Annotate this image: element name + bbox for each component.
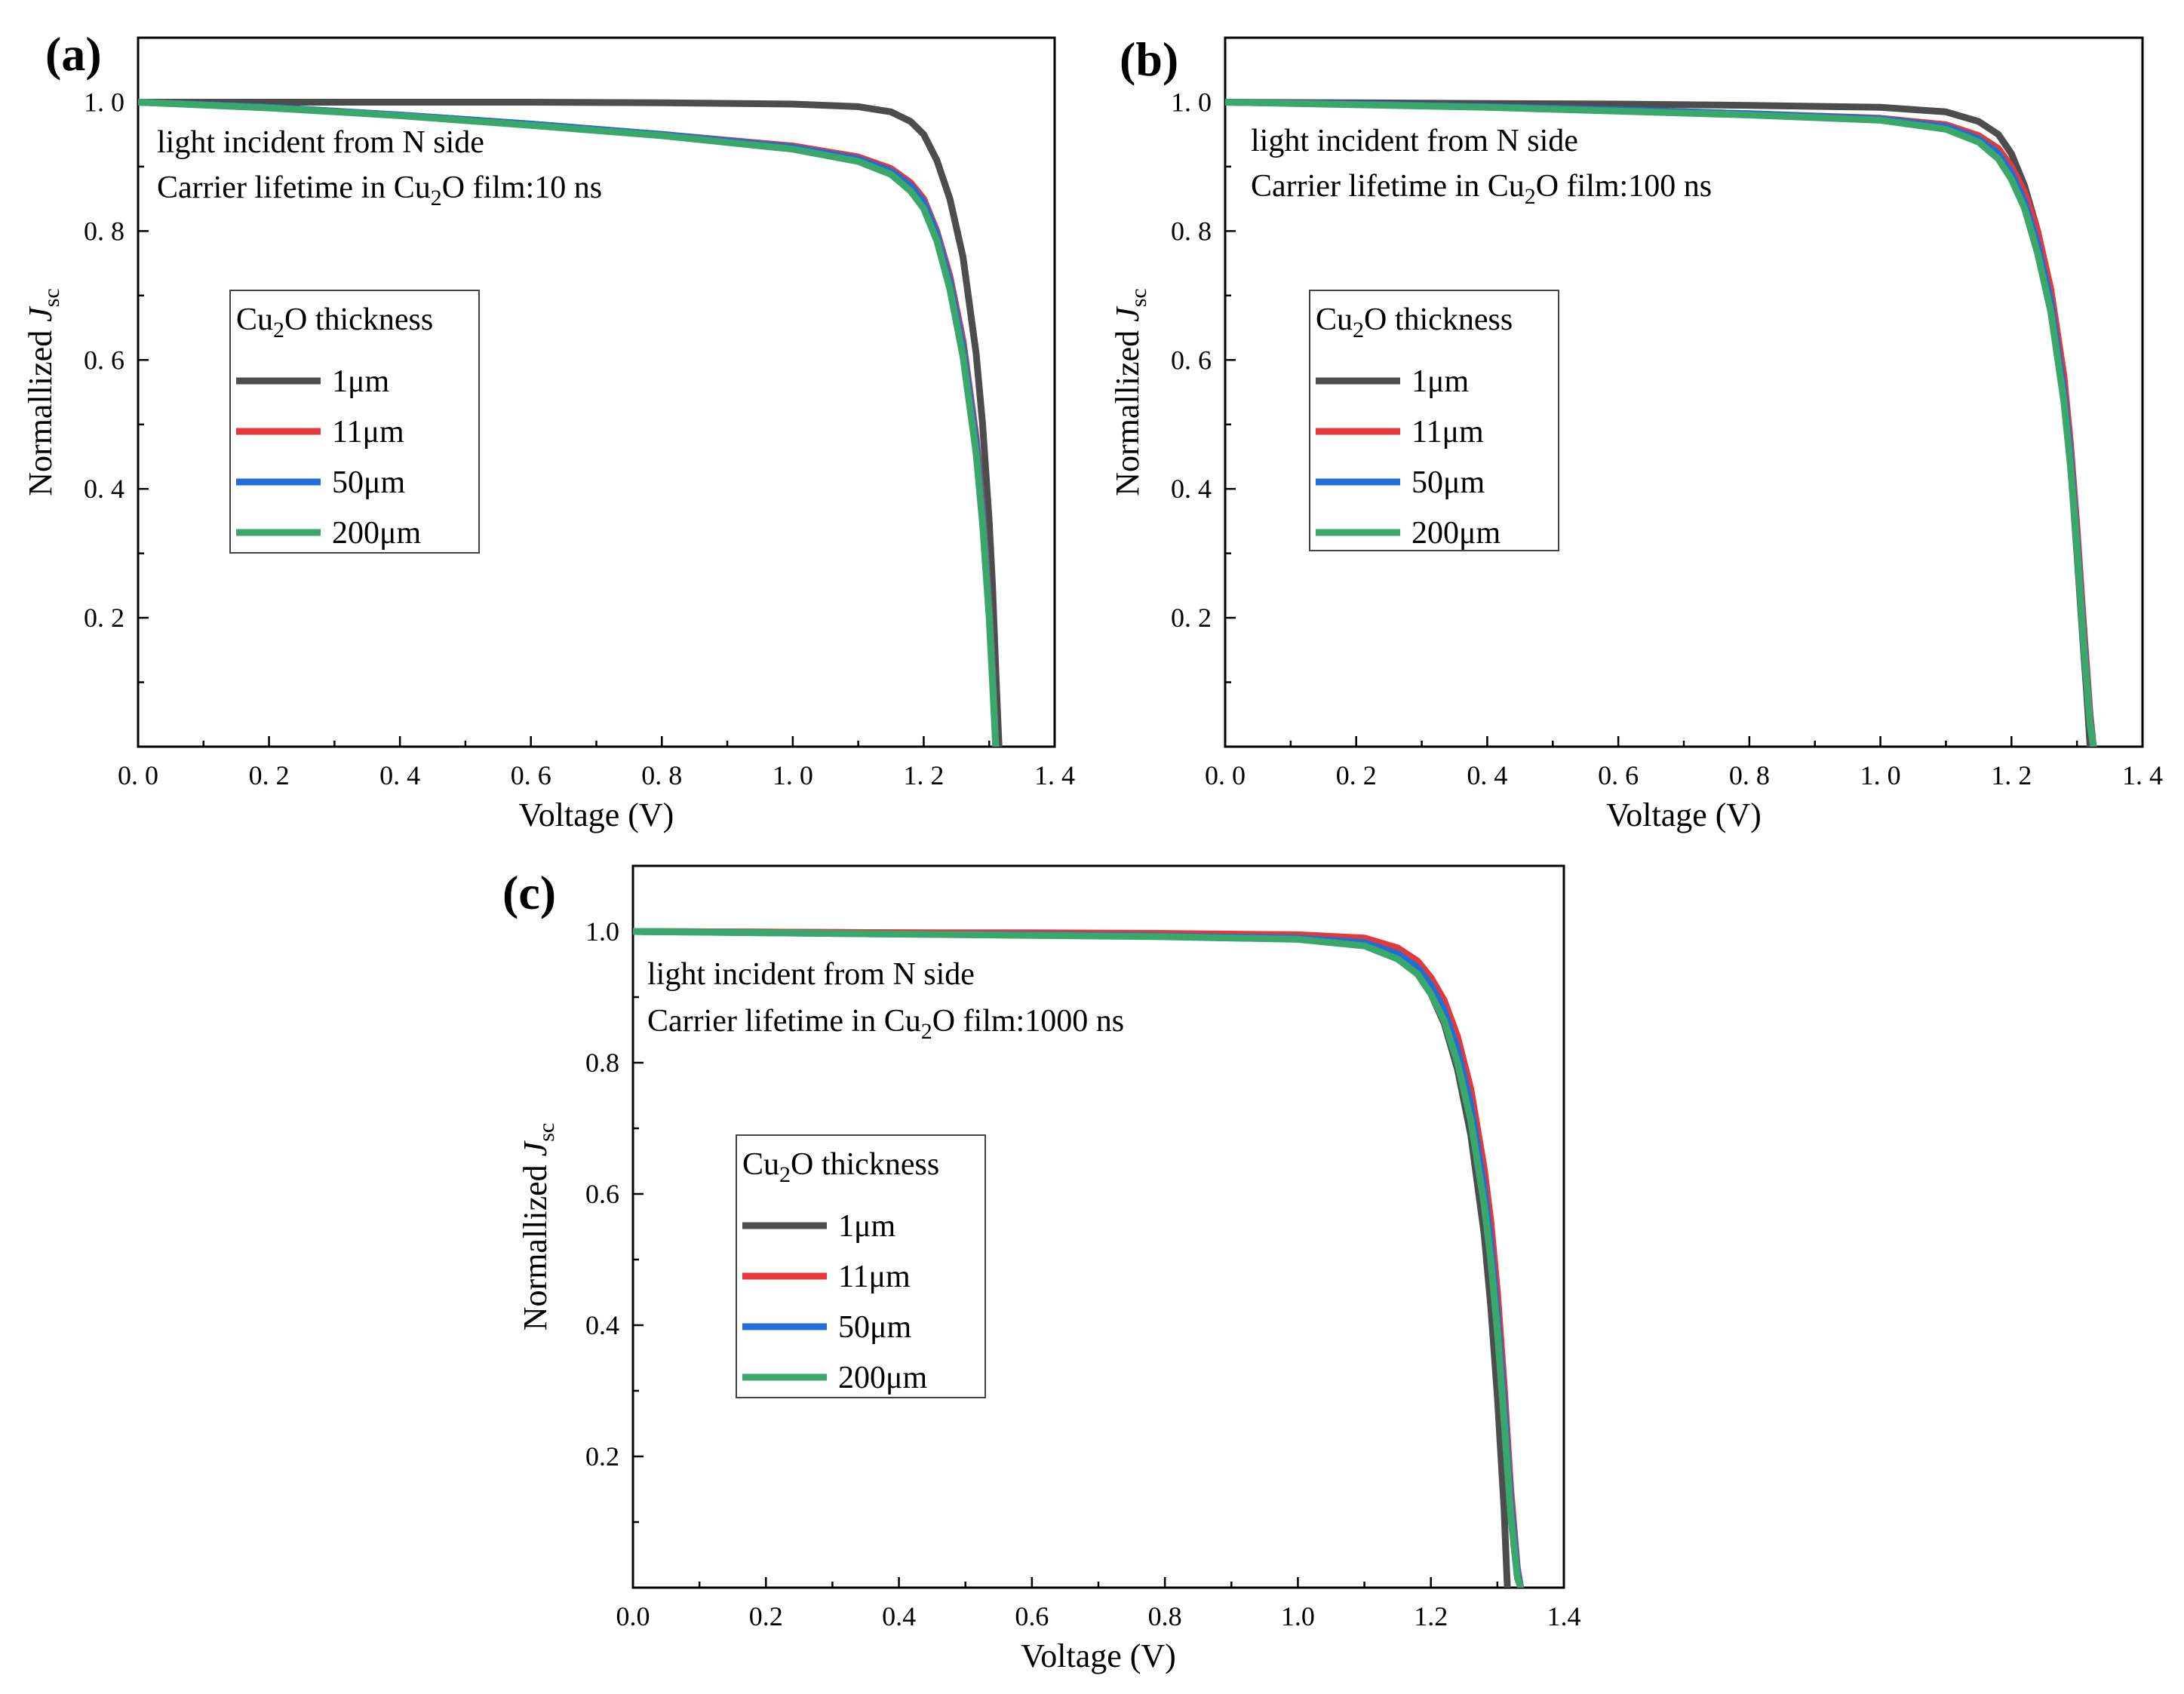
panel-letter: (b) — [1120, 32, 1178, 86]
series-line-200um — [1225, 99, 2097, 747]
x-tick-label: 0.0 — [616, 1601, 650, 1631]
legend-label: 1μm — [332, 364, 390, 399]
y-tick-label: 0.8 — [585, 1048, 619, 1078]
legend-label: 200μm — [1411, 516, 1501, 551]
legend: Cu2O thickness 1μm 11μm 50μm 200μm — [1309, 290, 1559, 551]
y-tick-label: 0.6 — [585, 1179, 619, 1209]
legend-title: Cu2O thickness — [236, 302, 433, 342]
y-axis-label: Normallized Jsc — [22, 288, 64, 496]
y-tick-label: 0. 4 — [1171, 474, 1212, 504]
y-axis-label: Normallized Jsc — [517, 1123, 559, 1330]
x-tick-label: 0.8 — [1148, 1601, 1182, 1631]
x-tick-label: 1. 4 — [2122, 760, 2163, 790]
x-tick-label: 0. 0 — [118, 760, 158, 790]
y-tick-label: 0. 4 — [84, 474, 124, 504]
x-tick-label: 0.2 — [749, 1601, 783, 1631]
annotation-lifetime: Carrier lifetime in Cu2O film:1000 ns — [647, 1004, 1124, 1044]
legend: Cu2O thickness 1μm 11μm 50μm 200μm — [229, 290, 480, 554]
x-tick-label: 1. 4 — [1034, 760, 1075, 790]
x-tick-label: 1. 2 — [903, 760, 944, 790]
x-tick-label: 0. 2 — [249, 760, 290, 790]
x-tick-label: 1. 0 — [1860, 760, 1901, 790]
y-axis-label: Normallized Jsc — [1109, 288, 1151, 496]
y-tick-label: 0.2 — [585, 1441, 619, 1472]
series-line-200um — [138, 99, 1000, 747]
legend-label: 11μm — [1411, 415, 1484, 450]
y-tick-label: 0. 2 — [84, 603, 124, 633]
x-tick-label: 0.6 — [1015, 1601, 1049, 1631]
legend-box — [736, 1134, 986, 1398]
legend-label: 1μm — [838, 1209, 896, 1244]
series-line-1um — [138, 99, 1003, 747]
x-tick-label: 1.2 — [1414, 1601, 1448, 1631]
x-tick-label: 0. 8 — [1729, 760, 1770, 790]
y-tick-label: 0. 8 — [84, 216, 124, 246]
legend-label: 50μm — [838, 1310, 912, 1345]
legend-title: Cu2O thickness — [1316, 302, 1513, 342]
x-tick-label: 0. 8 — [641, 760, 682, 790]
legend-label: 50μm — [332, 465, 406, 500]
annotation-incidence: light incident from N side — [157, 125, 484, 160]
x-tick-label: 0. 6 — [511, 760, 551, 790]
series-line-200um — [633, 928, 1525, 1588]
x-axis-label: Voltage (V) — [1606, 796, 1762, 833]
y-tick-label: 0.4 — [585, 1310, 619, 1340]
legend-label: 1μm — [1411, 364, 1470, 399]
chart-panel-2: 0.0 0.2 0.4 0.6 0.8 1.0 1.2 1.4 0.2 0.4 0.6 0.8 1.0 V… — [502, 864, 1581, 1674]
x-tick-label: 0. 0 — [1205, 760, 1246, 790]
panel-letter: (a) — [45, 27, 102, 81]
annotation-lifetime: Carrier lifetime in Cu2O film:10 ns — [157, 170, 602, 210]
legend-label: 200μm — [838, 1361, 928, 1395]
annotation-lifetime: Carrier lifetime in Cu2O film:100 ns — [1251, 169, 1712, 209]
y-tick-label: 1.0 — [585, 916, 619, 947]
y-tick-label: 1. 0 — [1171, 87, 1212, 117]
legend-box — [1309, 290, 1559, 551]
x-tick-label: 0. 4 — [1467, 760, 1507, 790]
x-tick-label: 0.4 — [882, 1601, 916, 1631]
legend: Cu2O thickness 1μm 11μm 50μm 200μm — [736, 1134, 986, 1398]
y-tick-label: 1. 0 — [84, 87, 124, 117]
legend-label: 50μm — [1411, 465, 1485, 500]
annotation-incidence: light incident from N side — [647, 957, 975, 992]
x-tick-label: 1. 2 — [1991, 760, 2032, 790]
annotation-incidence: light incident from N side — [1251, 124, 1578, 158]
x-tick-label: 0. 2 — [1336, 760, 1377, 790]
legend-label: 11μm — [838, 1260, 911, 1294]
y-tick-label: 0. 8 — [1171, 216, 1212, 246]
chart-panel-0: 0. 0 0. 2 0. 4 0. 6 0. 8 1. 0 1. 2 1. 4 0. 2 0. 4… — [22, 27, 1075, 833]
y-tick-label: 0. 2 — [1171, 603, 1212, 633]
x-tick-label: 1.0 — [1281, 1601, 1315, 1631]
x-tick-label: 0. 4 — [379, 760, 420, 790]
chart-panel-1: 0. 0 0. 2 0. 4 0. 6 0. 8 1. 0 1. 2 1. 4 0. 2 0. 4… — [1109, 32, 2163, 833]
legend-title: Cu2O thickness — [742, 1147, 939, 1187]
legend-label: 11μm — [332, 415, 404, 450]
legend-box — [229, 290, 480, 554]
x-axis-label: Voltage (V) — [1021, 1637, 1176, 1674]
x-tick-label: 1.4 — [1547, 1601, 1581, 1631]
y-tick-label: 0. 6 — [1171, 345, 1212, 375]
y-tick-label: 0. 6 — [84, 345, 124, 375]
legend-label: 200μm — [332, 516, 422, 551]
x-axis-label: Voltage (V) — [519, 796, 674, 833]
x-tick-label: 1. 0 — [773, 760, 813, 790]
panel-letter: (c) — [502, 866, 556, 919]
x-tick-label: 0. 6 — [1598, 760, 1639, 790]
